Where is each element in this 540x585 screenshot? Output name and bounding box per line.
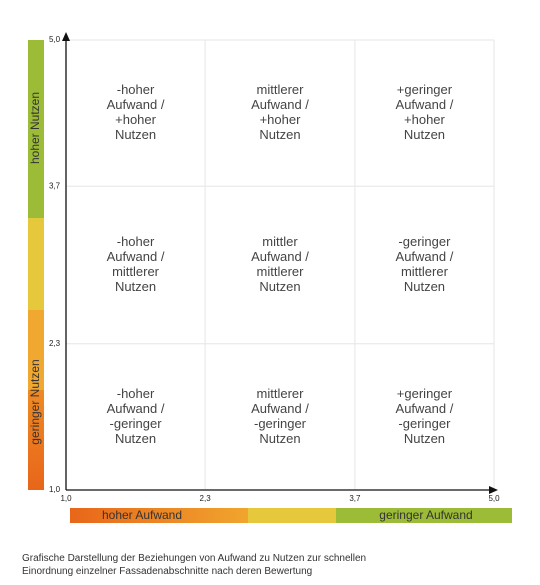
x-tick-label: 1,0 [60, 494, 72, 503]
cell-label: +hoher [115, 112, 157, 127]
y-tick-label: 5,0 [49, 35, 61, 44]
caption: Grafische Darstellung der Beziehungen vo… [22, 553, 366, 564]
cell-label: Aufwand / [396, 401, 454, 416]
cell-label: +geringer [397, 386, 453, 401]
cell-label: Nutzen [115, 279, 156, 294]
x-tick-label: 2,3 [200, 494, 212, 503]
cell-label: Aufwand / [251, 97, 309, 112]
cell-label: mittlerer [257, 82, 305, 97]
y-band-label: geringer Nutzen [28, 359, 42, 444]
x-tick-label: 3,7 [349, 494, 361, 503]
cell-label: -geringer [398, 234, 451, 249]
y-color-bar [28, 40, 44, 490]
cell-label: +geringer [397, 82, 453, 97]
cell-label: mittler [262, 234, 298, 249]
cell-label: Nutzen [115, 127, 156, 142]
cell-label: Nutzen [404, 279, 445, 294]
cell-label: -hoher [117, 82, 155, 97]
cell-label: Aufwand / [251, 249, 309, 264]
x-color-bar [70, 508, 512, 523]
x-band-label: geringer Aufwand [379, 508, 472, 522]
cell-label: Aufwand / [107, 249, 165, 264]
x-band-label: hoher Aufwand [102, 508, 182, 522]
cell-label: +hoher [260, 112, 302, 127]
cell-label: -geringer [110, 416, 163, 431]
cell-label: Aufwand / [107, 97, 165, 112]
cell-label: Nutzen [259, 279, 300, 294]
cell-label: +hoher [404, 112, 446, 127]
caption: Einordnung einzelner Fassadenabschnitte … [22, 566, 312, 577]
cell-label: -geringer [398, 416, 451, 431]
cell-label: -hoher [117, 386, 155, 401]
cell-label: mittlerer [112, 264, 160, 279]
y-tick-label: 3,7 [49, 181, 61, 190]
cell-label: Aufwand / [107, 401, 165, 416]
cell-label: -hoher [117, 234, 155, 249]
axes [62, 32, 498, 494]
y-tick-label: 1,0 [49, 485, 61, 494]
cell-label: Nutzen [115, 431, 156, 446]
cell-label: Nutzen [404, 127, 445, 142]
y-tick-label: 2,3 [49, 339, 61, 348]
cell-label: mittlerer [257, 386, 305, 401]
cell-label: Aufwand / [396, 249, 454, 264]
cell-label: mittlerer [401, 264, 449, 279]
cell-label: -geringer [254, 416, 307, 431]
cell-label: Nutzen [259, 127, 300, 142]
cell-label: Aufwand / [396, 97, 454, 112]
x-tick-label: 5,0 [488, 494, 500, 503]
cell-label: mittlerer [257, 264, 305, 279]
y-band-label: hoher Nutzen [28, 92, 42, 164]
cell-label: Nutzen [259, 431, 300, 446]
cell-label: Nutzen [404, 431, 445, 446]
cell-label: Aufwand / [251, 401, 309, 416]
